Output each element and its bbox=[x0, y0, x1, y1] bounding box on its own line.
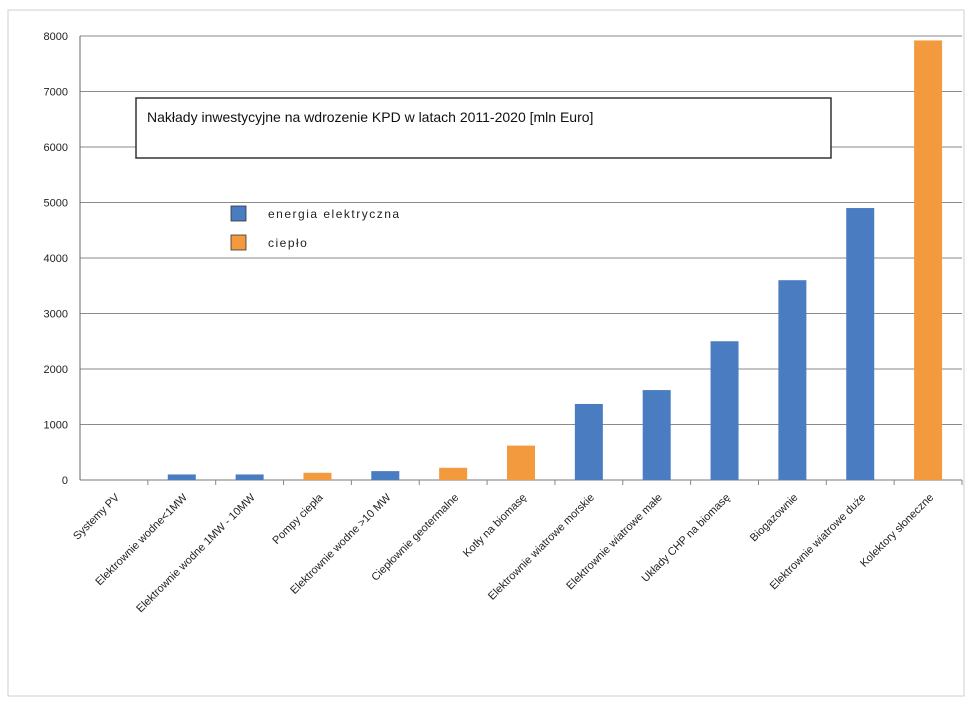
bar bbox=[642, 390, 671, 480]
y-tick-label: 2000 bbox=[44, 364, 68, 376]
bar bbox=[303, 472, 332, 480]
bar bbox=[914, 40, 943, 480]
axes bbox=[79, 36, 963, 485]
y-tick-label: 1000 bbox=[44, 420, 68, 432]
bar bbox=[371, 471, 400, 480]
y-tick-label: 6000 bbox=[44, 142, 68, 154]
chart-title: Nakłady inwestycyjne na wdrozenie KPD w … bbox=[147, 109, 593, 125]
y-tick-label: 3000 bbox=[44, 309, 68, 321]
bar bbox=[846, 208, 875, 481]
y-axis-ticks: 0 1000 2000 3000 4000 5000 6000 7000 8000 bbox=[44, 31, 68, 487]
bar bbox=[235, 474, 264, 480]
bar bbox=[439, 467, 468, 480]
legend-label-cieplo: ciepło bbox=[268, 236, 308, 250]
y-tick-label: 0 bbox=[62, 475, 68, 487]
legend: energia elektryczna ciepło bbox=[230, 205, 401, 251]
bar bbox=[710, 341, 739, 480]
bars bbox=[167, 40, 943, 481]
legend-swatch-cieplo bbox=[230, 234, 247, 251]
legend-swatch-energia bbox=[230, 205, 247, 222]
y-tick-label: 8000 bbox=[44, 31, 68, 43]
bar bbox=[167, 474, 196, 480]
y-tick-label: 5000 bbox=[44, 198, 68, 210]
y-tick-label: 7000 bbox=[44, 87, 68, 99]
bar bbox=[778, 280, 807, 480]
bar bbox=[507, 445, 535, 480]
bar bbox=[574, 403, 603, 480]
chart-title-box: Nakłady inwestycyjne na wdrozenie KPD w … bbox=[135, 97, 832, 159]
y-tick-label: 4000 bbox=[44, 253, 68, 265]
legend-label-energia: energia elektryczna bbox=[268, 207, 401, 221]
